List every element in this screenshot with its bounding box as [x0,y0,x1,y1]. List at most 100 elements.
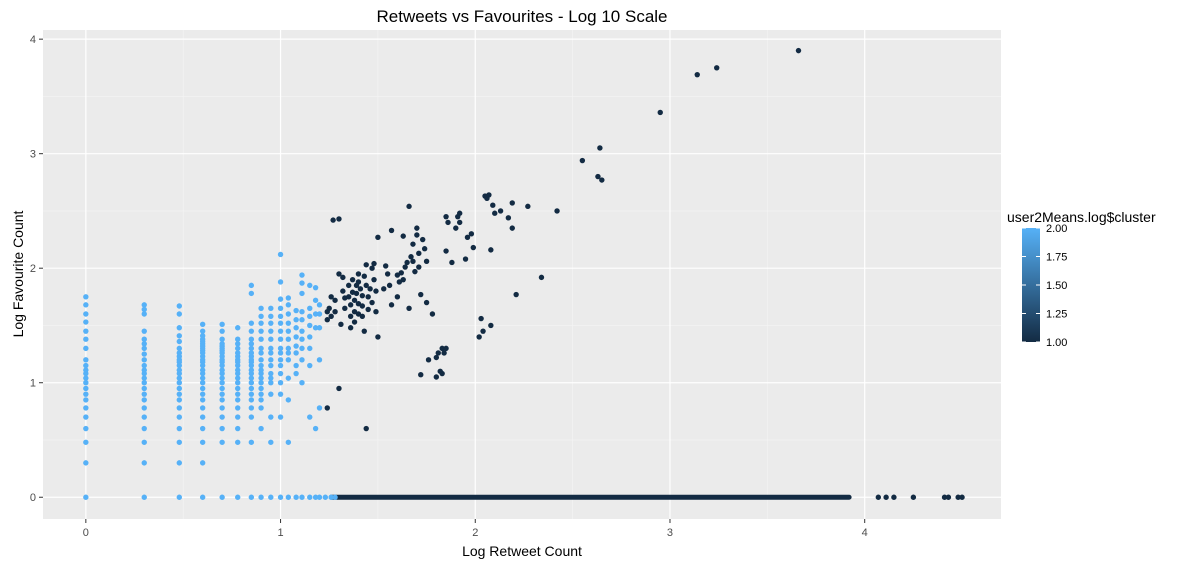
data-point-cluster-2 [248,290,255,297]
data-point-cluster-1 [396,279,403,285]
data-point-cluster-1 [439,370,445,377]
x-tick-label: 2 [472,527,478,539]
data-point-cluster-2 [299,345,305,352]
x-tick-label: 0 [83,527,89,539]
data-point-cluster-2 [176,367,183,373]
data-point-cluster-2 [83,362,89,369]
data-point-cluster-1 [355,301,362,307]
data-point-cluster-1 [488,247,494,253]
legend-title: user2Means.log$cluster [1007,209,1156,225]
data-point-cluster-2 [248,320,255,326]
data-point-cluster-2 [248,336,255,342]
data-point-cluster-2 [235,414,241,420]
data-point-cluster-2 [285,336,292,342]
data-point-cluster-2 [83,336,89,342]
legend-colorbar [1022,228,1040,342]
data-point-cluster-1 [538,274,545,281]
data-point-cluster-2 [299,317,305,323]
data-point-cluster-2 [199,460,206,466]
data-point-cluster-2 [248,367,255,373]
data-point-cluster-2 [235,345,241,352]
data-point-cluster-2 [268,336,274,342]
data-point-cluster-2 [268,391,274,397]
data-point-cluster-2 [199,375,206,381]
data-point-cluster-2 [176,338,183,345]
data-point-cluster-2 [248,341,255,347]
data-point-cluster-1 [421,246,428,252]
data-point-cluster-2 [219,321,225,328]
data-point-cluster-1 [353,290,360,297]
data-point-cluster-2 [293,307,299,314]
data-point-cluster-1 [453,225,459,231]
data-point-cluster-2 [235,391,241,397]
data-point-cluster-1 [435,350,441,356]
data-point-cluster-2 [258,362,264,369]
legend-break-label: 1.00 [1046,337,1067,349]
data-point-cluster-2 [235,494,241,500]
data-point-cluster-1 [468,231,475,237]
data-point-cluster-1 [355,271,362,277]
data-point-cluster-2 [248,328,255,334]
legend-break-label: 1.50 [1046,280,1067,292]
data-point-cluster-2 [176,375,183,381]
data-point-cluster-2 [199,385,206,392]
data-point-cluster-1 [332,309,338,315]
data-point-cluster-2 [235,367,241,373]
data-point-cluster-2 [312,494,319,500]
data-point-cluster-2 [299,309,305,315]
data-point-cluster-1 [381,286,387,292]
data-point-cluster-2 [248,350,255,356]
data-point-cluster-2 [83,380,89,386]
data-point-cluster-2 [307,313,313,319]
data-point-cluster-1 [443,248,449,254]
y-axis-title: Log Favourite Count [10,210,26,337]
data-point-cluster-1 [433,374,440,380]
data-point-cluster-1 [355,311,362,317]
data-point-cluster-2 [176,460,183,466]
data-point-cluster-2 [258,425,264,432]
data-point-cluster-2 [141,405,147,411]
data-point-cluster-1 [456,210,463,216]
data-point-cluster-2 [285,302,292,308]
data-point-cluster-2 [199,391,206,397]
data-point-cluster-1 [419,236,426,243]
data-point-cluster-2 [316,302,323,308]
data-point-cluster-1 [418,291,424,298]
data-point-cluster-2 [285,328,292,334]
data-point-cluster-2 [285,375,292,381]
data-point-cluster-1 [955,494,961,500]
data-point-cluster-1 [347,313,354,319]
data-point-cluster-2 [141,357,147,363]
x-tick-label: 1 [277,527,283,539]
data-point-cluster-2 [199,367,206,373]
data-point-cluster-1 [394,294,401,300]
data-point-cluster-2 [268,494,274,500]
data-point-cluster-2 [299,290,305,297]
data-point-cluster-2 [268,305,274,311]
data-point-cluster-1 [406,305,412,311]
data-point-cluster-2 [316,325,323,331]
data-point-cluster-2 [258,397,264,403]
data-point-cluster-2 [248,375,255,381]
data-point-cluster-2 [219,341,225,347]
data-point-cluster-1 [371,276,377,283]
data-point-cluster-2 [268,320,274,326]
data-point-cluster-1 [478,315,484,322]
data-point-cluster-2 [176,350,183,356]
data-point-cluster-1 [347,325,354,331]
data-point-cluster-1 [410,258,416,265]
data-point-cluster-1 [369,299,375,306]
data-point-cluster-2 [299,336,305,342]
data-point-cluster-2 [293,370,299,377]
data-point-cluster-1 [959,494,965,500]
data-point-cluster-1 [414,225,420,231]
data-point-cluster-1 [416,250,422,257]
data-point-cluster-2 [83,405,89,411]
data-point-cluster-2 [299,380,305,386]
data-point-cluster-2 [235,439,241,445]
data-point-cluster-2 [199,405,206,411]
data-point-cluster-2 [141,345,147,352]
data-point-cluster-1 [367,286,373,292]
data-point-cluster-2 [293,343,299,349]
data-point-cluster-2 [83,439,89,445]
